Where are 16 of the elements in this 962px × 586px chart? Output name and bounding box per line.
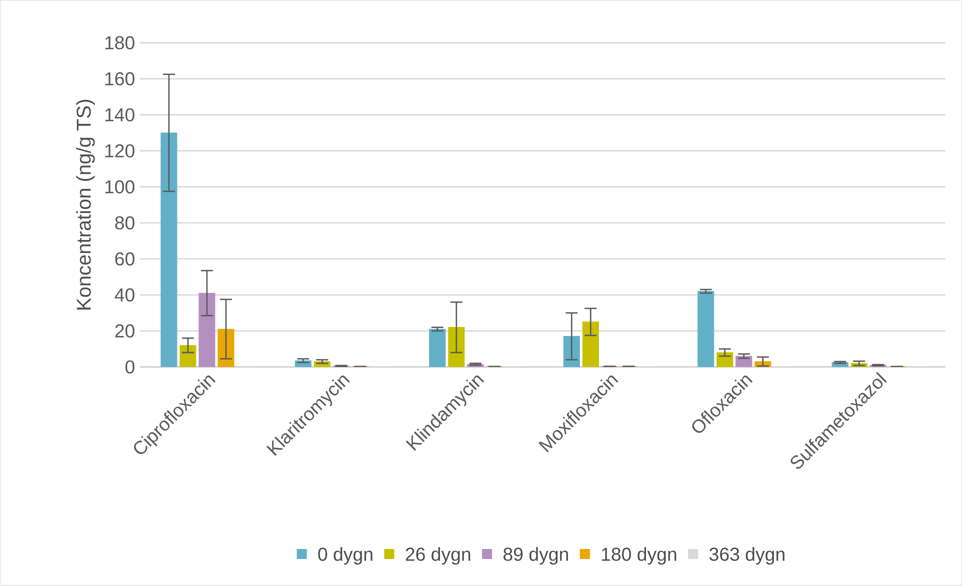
y-tick-label: 0: [125, 360, 134, 374]
legend-label: 89 dygn: [504, 547, 568, 565]
y-tick-label: 160: [105, 72, 134, 86]
legend-label: 26 dygn: [406, 547, 470, 565]
y-tick-label: 80: [115, 216, 134, 230]
y-tick-label: 100: [105, 180, 134, 194]
y-axis-title: Koncentration (ng/g TS): [76, 100, 95, 310]
y-tick-label: 40: [114, 288, 134, 302]
y-tick-label: 180: [105, 36, 134, 50]
y-tick-label: 60: [115, 252, 134, 266]
y-tick-label: 120: [105, 144, 134, 158]
legend-label: 0 dygn: [318, 547, 372, 565]
legend-label: 180 dygn: [602, 547, 676, 565]
y-tick-label: 20: [115, 324, 134, 338]
legend-label: 363 dygn: [709, 547, 784, 565]
y-tick-label: 140: [105, 108, 134, 122]
